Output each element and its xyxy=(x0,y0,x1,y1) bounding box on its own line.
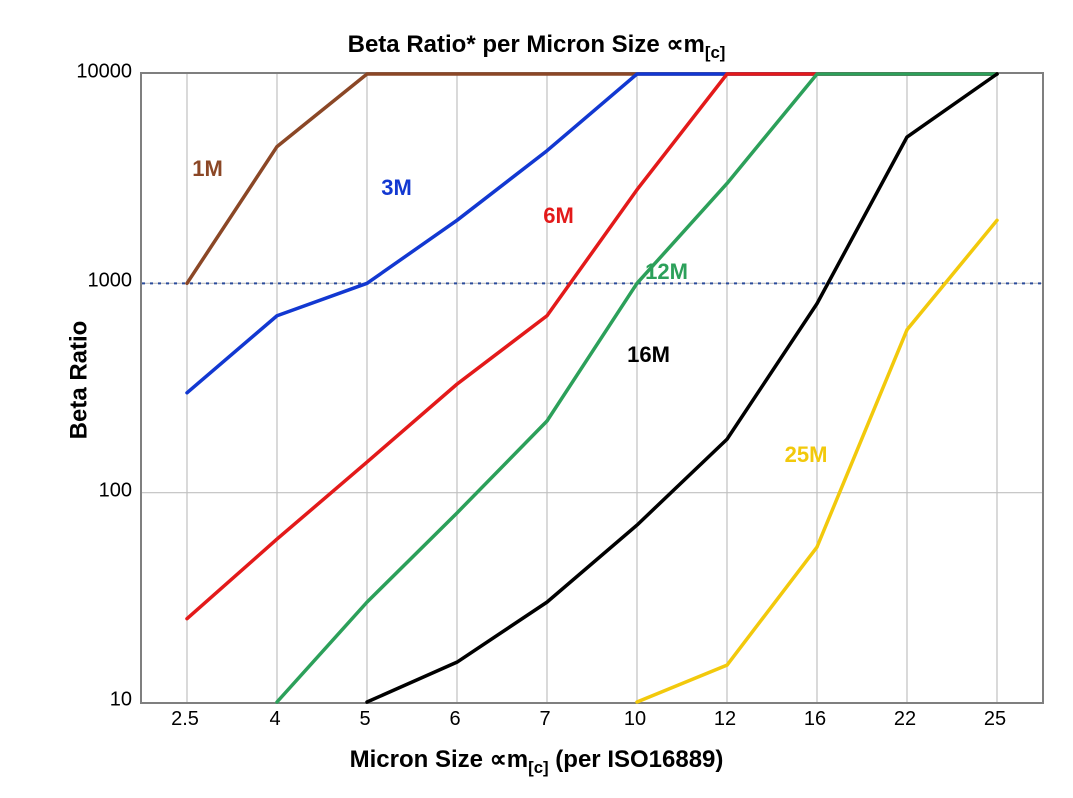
y-tick: 10000 xyxy=(76,61,132,84)
y-axis-label: Beta Ratio xyxy=(65,321,93,440)
x-tick: 16 xyxy=(804,708,826,731)
y-tick: 100 xyxy=(99,479,132,502)
x-tick: 22 xyxy=(894,708,916,731)
x-tick: 12 xyxy=(714,708,736,731)
y-tick: 1000 xyxy=(88,270,133,293)
x-tick: 4 xyxy=(269,708,280,731)
series-label-1M: 1M xyxy=(192,156,223,182)
chart-title: Beta Ratio* per Micron Size ∝m[c] xyxy=(0,30,1073,63)
series-label-12M: 12M xyxy=(645,259,688,285)
series-label-16M: 16M xyxy=(627,342,670,368)
series-layer xyxy=(142,74,1042,702)
x-axis-label: Micron Size ∝m[c] (per ISO16889) xyxy=(0,745,1073,778)
plot-area xyxy=(140,72,1044,704)
x-tick: 2.5 xyxy=(171,708,199,731)
x-tick: 25 xyxy=(984,708,1006,731)
x-tick: 7 xyxy=(539,708,550,731)
y-tick: 10 xyxy=(110,689,132,712)
x-axis-label-text: Micron Size ∝m[c] (per ISO16889) xyxy=(350,746,724,773)
beta-ratio-chart: Beta Ratio* per Micron Size ∝m[c] Beta R… xyxy=(0,0,1073,798)
x-tick: 6 xyxy=(449,708,460,731)
x-tick: 10 xyxy=(624,708,646,731)
series-label-25M: 25M xyxy=(785,442,828,468)
series-6M xyxy=(187,74,997,619)
series-16M xyxy=(367,74,997,702)
series-label-3M: 3M xyxy=(381,175,412,201)
chart-title-text: Beta Ratio* per Micron Size ∝m[c] xyxy=(348,31,726,58)
x-tick: 5 xyxy=(359,708,370,731)
series-label-6M: 6M xyxy=(543,203,574,229)
